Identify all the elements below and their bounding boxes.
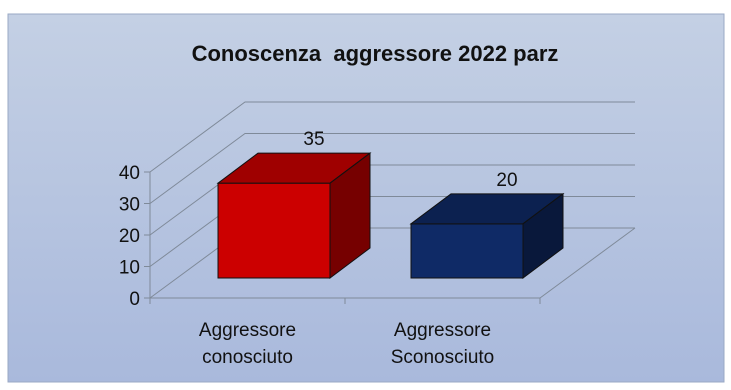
bar-front-face xyxy=(217,182,331,279)
bar xyxy=(409,192,565,279)
bars xyxy=(216,152,565,279)
chart-title: Conoscenza aggressore 2022 parz xyxy=(192,41,559,66)
x-tick-label: conosciuto xyxy=(202,347,293,368)
data-label: 35 xyxy=(303,129,324,150)
y-tick-label: 30 xyxy=(119,195,140,216)
y-tick-label: 20 xyxy=(119,226,140,247)
floor-edge xyxy=(539,227,636,299)
axes xyxy=(144,171,636,304)
bar-side-face xyxy=(522,192,564,279)
bar-side-face xyxy=(329,152,371,279)
x-tick-label: Aggressore xyxy=(199,320,296,341)
bar-front-face xyxy=(410,223,524,279)
x-tick-label: Aggressore xyxy=(394,320,491,341)
data-label: 20 xyxy=(496,170,517,191)
bar xyxy=(216,152,372,279)
y-tick-label: 0 xyxy=(129,289,140,310)
gridline xyxy=(149,133,635,204)
data-labels: 0 10 20 30 40 35 Aggressore conosciuto 20 Aggress… xyxy=(119,129,518,368)
y-tick-label: 10 xyxy=(119,258,140,279)
x-tick-label: Sconosciuto xyxy=(391,347,495,368)
y-tick-label: 40 xyxy=(119,163,140,184)
gridline xyxy=(149,101,635,173)
